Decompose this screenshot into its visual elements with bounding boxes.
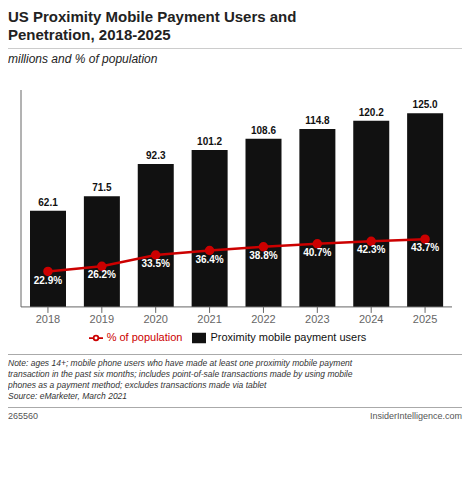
svg-text:114.8: 114.8 [305, 115, 330, 126]
svg-text:26.2%: 26.2% [88, 269, 116, 280]
svg-text:43.7%: 43.7% [411, 242, 439, 253]
svg-text:36.4%: 36.4% [195, 254, 223, 265]
svg-text:42.3%: 42.3% [357, 244, 385, 255]
html-text:millions and % of population: millions and % of population [8, 52, 158, 66]
svg-text:2018: 2018 [36, 313, 60, 325]
svg-text:108.6: 108.6 [251, 125, 276, 136]
svg-text:120.2: 120.2 [359, 107, 384, 118]
html-text:US Proximity Mobile Payment Us: US Proximity Mobile Payment Users and Pe… [8, 8, 297, 43]
svg-text:62.1: 62.1 [38, 197, 58, 208]
svg-text:2021: 2021 [197, 313, 221, 325]
svg-text:2024: 2024 [359, 313, 383, 325]
svg-text:2020: 2020 [143, 313, 167, 325]
svg-text:22.9%: 22.9% [34, 275, 62, 286]
html-text:InsiderIntelligence.com: InsiderIntelligence.com [369, 411, 462, 421]
svg-text:2019: 2019 [90, 313, 114, 325]
svg-text:38.8%: 38.8% [249, 250, 277, 261]
svg-text:2023: 2023 [305, 313, 329, 325]
html-text:265560: 265560 [8, 411, 38, 421]
svg-text:101.2: 101.2 [197, 136, 222, 147]
svg-text:40.7%: 40.7% [303, 247, 331, 258]
svg-text:2022: 2022 [251, 313, 275, 325]
svg-text:33.5%: 33.5% [142, 258, 170, 269]
svg-text:125.0: 125.0 [413, 99, 438, 110]
svg-text:71.5: 71.5 [92, 182, 112, 193]
svg-text:92.3: 92.3 [146, 150, 166, 161]
html-text:Proximity mobile payment users: Proximity mobile payment users [210, 330, 367, 343]
svg-text:2025: 2025 [413, 313, 437, 325]
html-text:Note: ages 14+; mobile phone u: Note: ages 14+; mobile phone users who h… [8, 358, 353, 401]
html-text:% of population: % of population [106, 330, 183, 343]
